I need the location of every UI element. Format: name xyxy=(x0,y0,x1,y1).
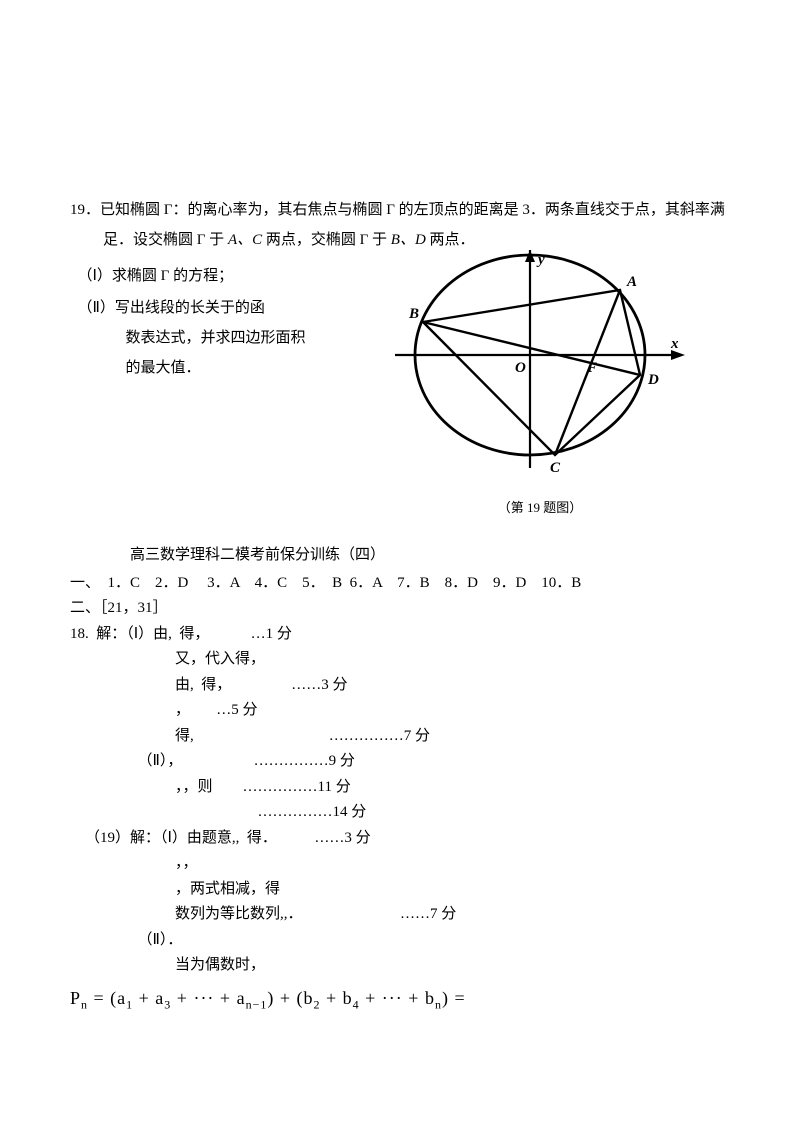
q18-p2c: ……………14 分 xyxy=(70,800,745,826)
point-c-label: C xyxy=(550,460,561,476)
q18-l2: 又，代入得， xyxy=(70,647,745,673)
q18-l3: 由, 得， ……3 分 xyxy=(70,673,745,699)
answers-title: 高三数学理科二模考前保分训练（四） xyxy=(70,543,745,569)
formula-pn: Pn = (a1 + a3 + ··· + an−1) + (b2 + b4 +… xyxy=(70,983,745,1015)
q19-figure: y x A B C D O F （第 19 题图） xyxy=(395,250,685,521)
q19a-head: （19）解：（Ⅰ）由题意,, 得． ……3 分 xyxy=(70,826,745,852)
q19a-p2a: （Ⅱ）． xyxy=(70,928,745,954)
q19a-l3: ，两式相减，得 xyxy=(70,877,745,903)
q18-head: 18. 解：（Ⅰ）由, 得， …1 分 xyxy=(70,622,745,648)
answers-row1: 一、 1．C 2．D 3．A 4．C 5． B 6．A 7．B 8．D 9．D … xyxy=(70,571,745,597)
q19-bd: B、D xyxy=(391,232,426,248)
figure-caption: （第 19 题图） xyxy=(395,495,685,521)
answers-row2: 二、［21，31］ xyxy=(70,596,745,622)
q19a-l4: 数列为等比数列,,． ……7 分 xyxy=(70,902,745,928)
q18-p2b: ，，则 ……………11 分 xyxy=(70,775,745,801)
q19-stem-d: 两点． xyxy=(426,232,475,248)
q19-stem-a: 已知椭圆 Γ：的离心率为，其右焦点与椭圆 Γ 的左顶点的距离是 3．两条直线交于… xyxy=(100,202,725,218)
q19a-l2: ，， xyxy=(70,851,745,877)
point-f-label: F xyxy=(586,360,597,376)
q18-l5: 得, ……………7 分 xyxy=(70,724,745,750)
q19-stem-b: 足．设交椭圆 Γ 于 xyxy=(103,232,228,248)
q18-l4: ， …5 分 xyxy=(70,698,745,724)
q18-p2a: （Ⅱ）， ……………9 分 xyxy=(70,749,745,775)
point-b-label: B xyxy=(408,306,419,322)
q19-stem-c: 两点，交椭圆 Γ 于 xyxy=(262,232,391,248)
q19-number: 19． xyxy=(70,202,100,218)
axis-y-label: y xyxy=(536,252,545,268)
q19a-p2b: 当为偶数时， xyxy=(70,953,745,979)
point-a-label: A xyxy=(626,274,637,290)
axis-x-label: x xyxy=(670,336,679,352)
point-d-label: D xyxy=(647,372,659,388)
point-o-label: O xyxy=(515,360,526,376)
q19-ac: A、C xyxy=(228,232,262,248)
